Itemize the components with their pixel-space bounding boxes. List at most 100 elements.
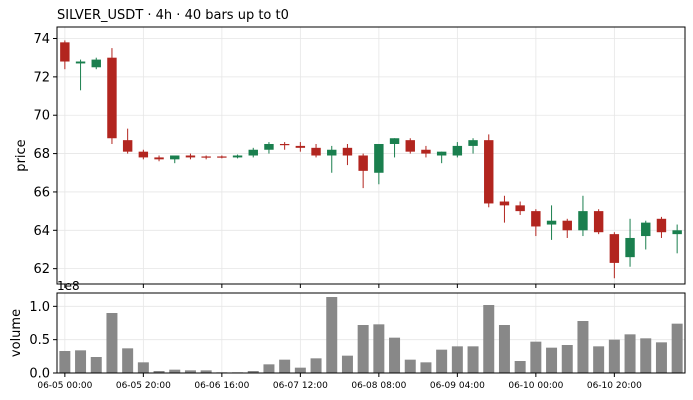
- candle-body: [625, 237, 635, 258]
- price-y-tick-label: 74: [33, 32, 50, 47]
- volume-bar: [90, 357, 102, 373]
- volume-bar: [671, 323, 683, 373]
- candle-body: [248, 149, 258, 156]
- price-plot-frame: [56, 26, 686, 285]
- candle-body: [232, 155, 243, 158]
- candle-body: [358, 155, 368, 171]
- candle: [672, 224, 682, 254]
- volume-axis-label: volume: [9, 309, 24, 357]
- candle: [578, 195, 588, 237]
- candle: [185, 153, 196, 160]
- candle: [358, 153, 368, 189]
- x-tick-label: 06-07 12:00: [273, 381, 328, 391]
- volume-scale-label: 1e8: [57, 279, 80, 293]
- volume-bar: [122, 348, 134, 373]
- volume-bar: [436, 349, 448, 373]
- candle-body: [138, 151, 149, 158]
- candle-body: [75, 61, 86, 64]
- candle-body: [91, 59, 101, 68]
- volume-bar: [59, 351, 71, 373]
- candle: [609, 232, 620, 279]
- candle: [107, 48, 117, 144]
- candle: [201, 155, 211, 160]
- candle: [327, 145, 337, 173]
- volume-y-tick-label: 0.0: [29, 367, 50, 382]
- volume-y-ticks: 0.0 0.5 1.0: [29, 300, 57, 382]
- price-candles: [60, 40, 682, 279]
- volume-panel: 0.0 0.5 1.0 06-05 00:00 06-05 20:00 06-06 16…: [9, 279, 686, 391]
- candle: [546, 205, 557, 240]
- price-panel: 62 64 66 68 70 72 74 price: [14, 26, 686, 288]
- price-y-tick-label: 68: [33, 147, 50, 162]
- candle: [311, 143, 321, 158]
- candle-body: [484, 140, 494, 204]
- price-y-tick-label: 66: [33, 185, 50, 200]
- candle: [562, 218, 572, 238]
- candle-body: [468, 140, 478, 146]
- candle-body: [672, 230, 682, 235]
- volume-bar: [310, 358, 322, 373]
- price-x-tick-marks: [64, 284, 615, 288]
- volume-bar: [561, 345, 573, 373]
- candle-body: [60, 42, 70, 62]
- candle: [232, 154, 243, 159]
- candle-body: [656, 218, 667, 233]
- volume-bar: [593, 346, 605, 373]
- volume-bar: [608, 339, 620, 373]
- x-tick-label: 06-09 04:00: [430, 381, 485, 391]
- candle: [91, 57, 101, 70]
- volume-bar: [624, 334, 636, 373]
- volume-bar: [451, 346, 463, 373]
- candle: [625, 218, 635, 267]
- volume-bar: [577, 321, 589, 373]
- candle: [484, 134, 494, 208]
- volume-bar: [75, 350, 87, 373]
- x-tick-label: 06-05 20:00: [116, 381, 171, 391]
- volume-bar: [404, 359, 416, 373]
- volume-plot-frame: [56, 292, 686, 374]
- candle: [279, 142, 290, 150]
- volume-bar: [530, 341, 542, 373]
- volume-bar: [389, 337, 401, 373]
- price-axis-label: price: [14, 139, 29, 171]
- candle: [138, 149, 149, 160]
- candle-body: [641, 222, 651, 237]
- price-y-tick-label: 62: [33, 262, 50, 277]
- candle-body: [374, 143, 384, 173]
- candle-body: [578, 211, 588, 231]
- volume-bar: [200, 370, 212, 373]
- volume-bar: [514, 361, 526, 373]
- volume-bar: [357, 325, 369, 373]
- volume-bar: [498, 325, 510, 373]
- candle: [342, 143, 353, 166]
- candle: [641, 220, 651, 250]
- volume-bar: [420, 362, 432, 373]
- candle: [60, 40, 70, 70]
- candle: [122, 128, 133, 154]
- candle: [248, 147, 258, 158]
- price-y-tick-label: 70: [33, 109, 50, 124]
- candle: [295, 142, 306, 152]
- volume-bar: [247, 371, 259, 373]
- candle-body: [201, 156, 211, 158]
- candle: [656, 216, 667, 238]
- x-tick-label: 06-10 20:00: [587, 381, 642, 391]
- candle-body: [311, 147, 321, 156]
- chart-title: SILVER_USDT · 4h · 40 bars up to t0: [57, 8, 289, 23]
- candle-body: [264, 143, 274, 150]
- volume-bar: [184, 370, 196, 373]
- candle-body: [217, 156, 227, 158]
- x-tick-label: 06-10 00:00: [508, 381, 563, 391]
- candle-body: [452, 145, 463, 156]
- volume-grid: [57, 293, 685, 374]
- candle-body: [499, 201, 510, 206]
- candle: [374, 143, 384, 185]
- candle-body: [609, 234, 620, 263]
- candle: [75, 59, 86, 91]
- candle-body: [327, 149, 337, 156]
- volume-bar: [467, 346, 479, 373]
- candle: [264, 142, 274, 154]
- volume-bar: [106, 313, 118, 373]
- candle: [436, 151, 447, 164]
